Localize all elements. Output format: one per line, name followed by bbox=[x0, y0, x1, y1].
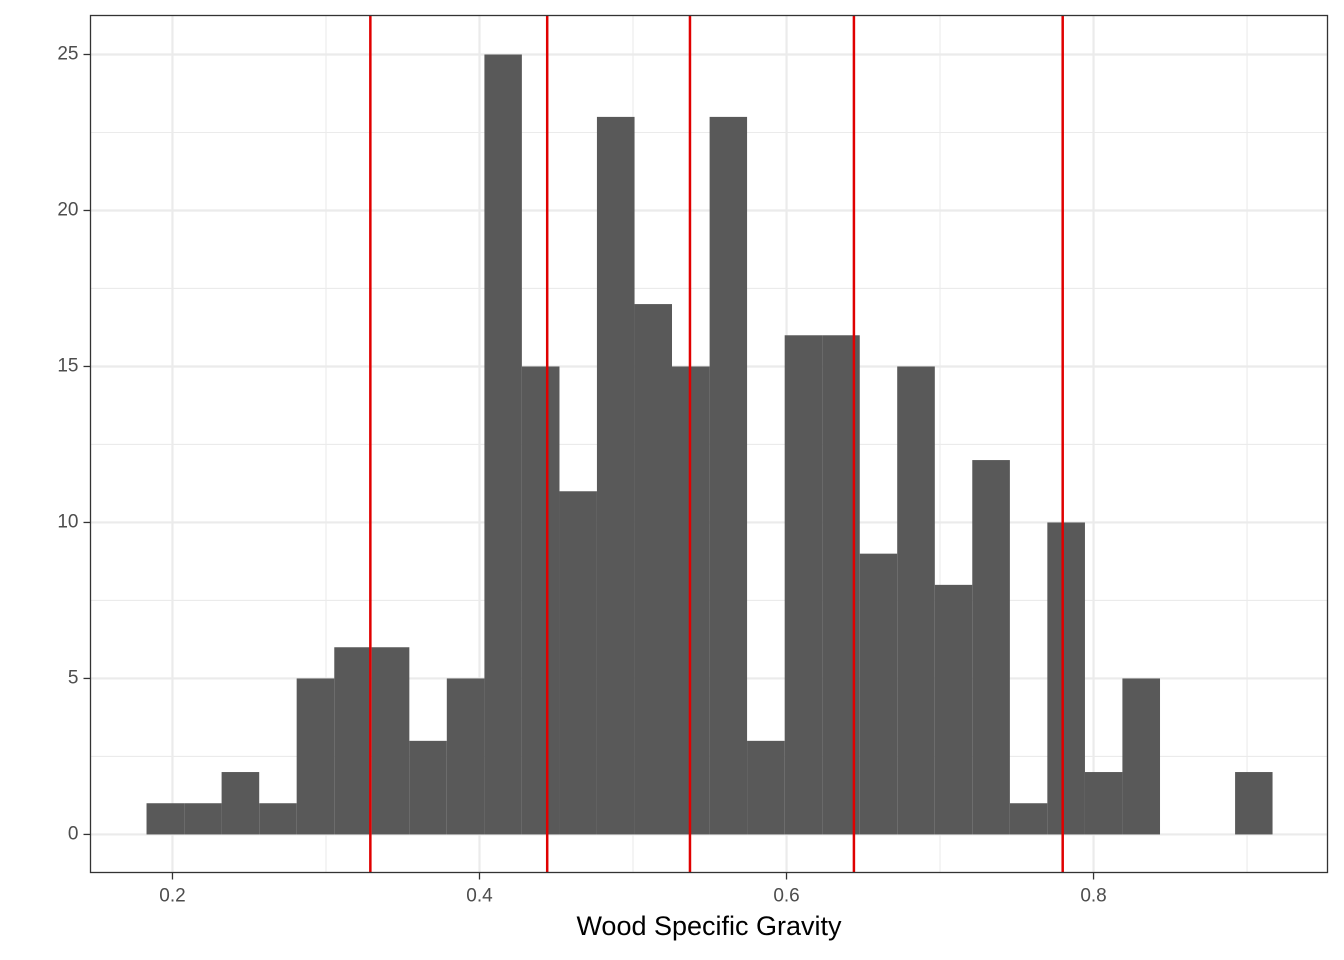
bar bbox=[184, 803, 222, 835]
bar bbox=[784, 335, 823, 835]
y-tick-label: 15 bbox=[57, 355, 78, 376]
y-tick-label: 20 bbox=[57, 200, 78, 221]
bar bbox=[446, 678, 485, 835]
y-tick-label: 25 bbox=[57, 44, 78, 65]
bar bbox=[934, 584, 973, 835]
x-tick-label: 0.6 bbox=[773, 886, 799, 907]
y-tick-label: 5 bbox=[68, 667, 79, 688]
bar bbox=[559, 491, 597, 835]
bar bbox=[259, 803, 297, 835]
bar bbox=[521, 366, 560, 835]
bar bbox=[221, 772, 260, 835]
bar bbox=[634, 304, 673, 835]
bar bbox=[1009, 803, 1048, 835]
x-tick-label: 0.4 bbox=[466, 886, 493, 907]
bar bbox=[747, 740, 785, 835]
y-tick-label: 10 bbox=[57, 511, 78, 532]
bar bbox=[409, 740, 447, 835]
bar bbox=[1084, 772, 1123, 835]
bar bbox=[1122, 678, 1161, 835]
bar bbox=[484, 54, 522, 835]
bar bbox=[371, 647, 410, 835]
panel-border bbox=[89, 14, 1329, 874]
x-tick-label: 0.8 bbox=[1080, 886, 1106, 907]
bar bbox=[334, 647, 372, 835]
bar bbox=[1235, 772, 1273, 835]
bar bbox=[1047, 522, 1085, 835]
bar bbox=[296, 678, 335, 835]
bar bbox=[859, 553, 898, 835]
x-axis-label: Wood Specific Gravity bbox=[576, 911, 842, 941]
bar bbox=[897, 366, 935, 835]
y-tick-label: 0 bbox=[68, 823, 79, 844]
bar bbox=[972, 460, 1010, 835]
bar bbox=[596, 116, 635, 835]
x-tick-label: 0.2 bbox=[159, 886, 185, 907]
bar bbox=[709, 116, 748, 835]
bar bbox=[146, 803, 185, 835]
marks bbox=[146, 15, 1273, 873]
